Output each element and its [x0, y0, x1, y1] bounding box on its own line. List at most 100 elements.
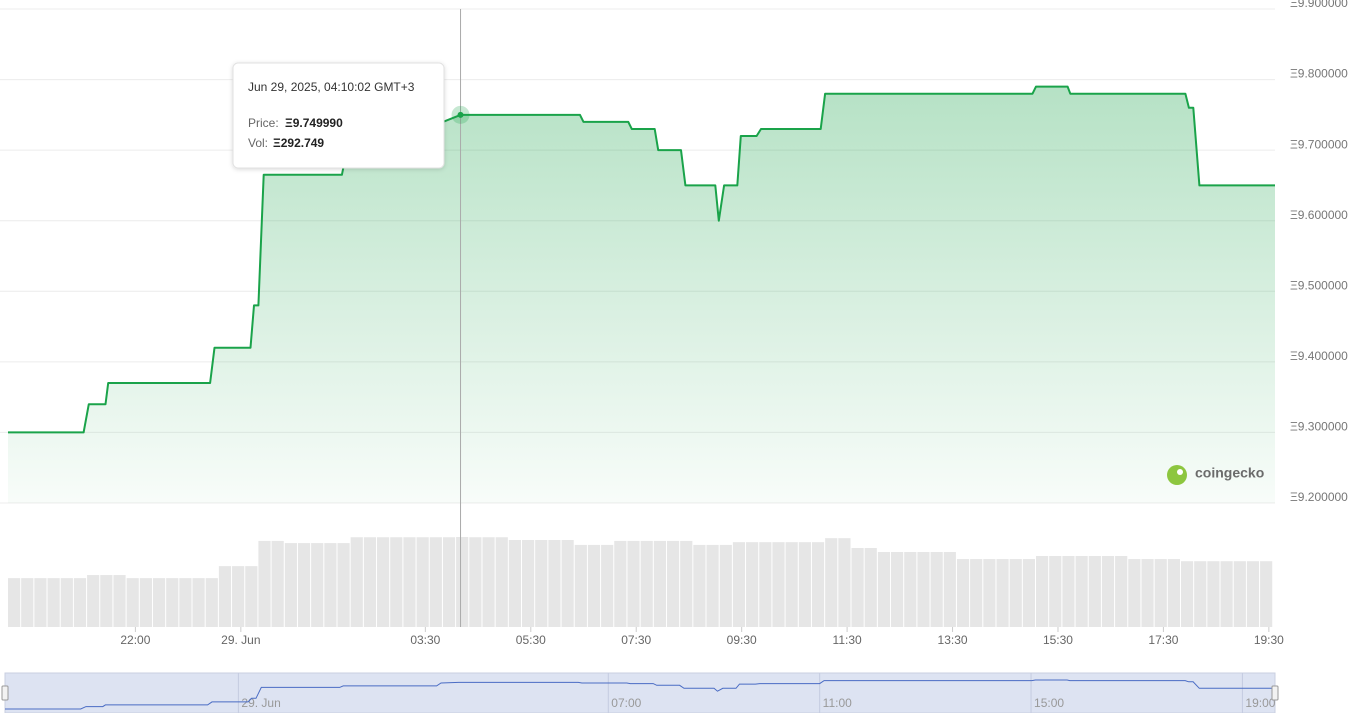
- volume-bar: [811, 542, 825, 627]
- x-tick-label: 17:30: [1148, 633, 1178, 647]
- volume-bar: [825, 538, 838, 627]
- navigator-label: 07:00: [611, 696, 641, 710]
- volume-bar: [429, 537, 442, 627]
- x-tick-label: 29. Jun: [221, 633, 260, 647]
- x-tick-label: 19:30: [1254, 633, 1284, 647]
- volume-bar: [166, 578, 179, 627]
- tooltip-price-label: Price:: [248, 116, 279, 130]
- x-tick-label: 07:30: [621, 633, 651, 647]
- volume-bar: [601, 544, 614, 627]
- y-tick-label: Ξ9.300000: [1290, 420, 1348, 434]
- y-tick-label: Ξ9.700000: [1290, 137, 1348, 151]
- volume-bar: [1101, 555, 1115, 627]
- volume-bar: [34, 578, 47, 627]
- volume-bar: [877, 551, 891, 627]
- x-tick-label: 11:30: [833, 633, 862, 647]
- volume-bar: [917, 551, 930, 627]
- y-tick-label: Ξ9.900000: [1290, 0, 1348, 10]
- volume-bar: [416, 537, 429, 627]
- volume-bar: [495, 537, 508, 627]
- volume-bar: [798, 542, 811, 627]
- volume-bar: [113, 575, 126, 627]
- volume-bar: [746, 542, 759, 627]
- volume-bar: [522, 539, 535, 627]
- volume-bar: [271, 540, 284, 627]
- volume-bar: [732, 542, 746, 627]
- tooltip-price: Ξ9.749990: [285, 116, 343, 130]
- volume-bar: [864, 547, 877, 627]
- volume-bar: [851, 547, 864, 627]
- axes: Ξ9.200000 Ξ9.300000 Ξ9.400000 Ξ9.500000 Ξ9.6…: [120, 0, 1348, 647]
- x-tick-label: 22:00: [120, 633, 150, 647]
- navigator-handle[interactable]: [1, 685, 9, 701]
- volume-bar: [152, 578, 166, 627]
- volume-bar: [627, 540, 640, 627]
- watermark-text: coingecko: [1195, 465, 1264, 481]
- volume-bar: [680, 540, 693, 627]
- volume-bar: [87, 575, 100, 627]
- volume-bar: [1154, 559, 1167, 627]
- logo-eye: [1177, 469, 1183, 475]
- navigator[interactable]: 29. Jun 07:00 11:00 15:00 19:00: [1, 672, 1279, 713]
- volume-bar: [970, 559, 983, 627]
- volume-bar: [1233, 561, 1246, 627]
- volume-bar: [574, 544, 587, 627]
- price-area: [8, 86, 1275, 503]
- y-tick-label: Ξ9.200000: [1290, 490, 1348, 504]
- volume-bar: [772, 542, 785, 627]
- volume-bar: [442, 537, 456, 627]
- volume-bar: [192, 578, 205, 627]
- volume-bar: [482, 537, 495, 627]
- navigator-label: 11:00: [823, 696, 852, 710]
- volume-bar: [258, 540, 271, 627]
- navigator-label: 19:00: [1245, 696, 1275, 710]
- watermark: coingecko: [1167, 465, 1264, 485]
- volume-bar: [1049, 555, 1062, 627]
- volume-bar: [1194, 561, 1207, 627]
- tooltip-vol: Ξ292.749: [273, 136, 324, 150]
- x-tick-label: 05:30: [516, 633, 546, 647]
- navigator-handle[interactable]: [1271, 685, 1279, 701]
- volume-bar: [1128, 559, 1141, 627]
- volume-bar: [706, 544, 719, 627]
- volume-bar: [47, 578, 60, 627]
- tooltip: Jun 29, 2025, 04:10:02 GMT+3 Price: Ξ9.7…: [232, 62, 445, 169]
- hover-point: [457, 111, 464, 118]
- volume-bar: [904, 551, 917, 627]
- y-tick-label: Ξ9.500000: [1290, 278, 1348, 292]
- tooltip-title: Jun 29, 2025, 04:10:02 GMT+3: [248, 80, 415, 94]
- volume-bar: [390, 537, 403, 627]
- navigator-label: 29. Jun: [241, 696, 280, 710]
- volume: [8, 537, 1273, 627]
- volume-bar: [232, 566, 245, 627]
- volume-bar: [311, 543, 324, 627]
- volume-bar: [1260, 561, 1273, 627]
- volume-bar: [1220, 561, 1233, 627]
- volume-bar: [1088, 555, 1101, 627]
- volume-bar: [205, 578, 218, 627]
- volume-bar: [996, 559, 1009, 627]
- volume-bar: [508, 539, 522, 627]
- x-tick-label: 15:30: [1043, 633, 1073, 647]
- navigator-line: [5, 679, 1275, 710]
- volume-bar: [1207, 561, 1220, 627]
- volume-bar: [284, 543, 297, 627]
- tooltip-box: [232, 62, 445, 169]
- volume-bar: [1009, 559, 1022, 627]
- x-tick-label: 13:30: [938, 633, 968, 647]
- volume-bar: [983, 559, 996, 627]
- volume-bar: [363, 537, 377, 627]
- volume-bar: [1141, 559, 1154, 627]
- volume-bar: [587, 544, 601, 627]
- volume-bar: [930, 551, 943, 627]
- volume-bar: [403, 537, 416, 627]
- volume-bar: [456, 537, 469, 627]
- volume-bar: [956, 559, 970, 627]
- volume-bar: [759, 542, 772, 627]
- volume-bar: [1115, 555, 1128, 627]
- volume-bar: [245, 566, 258, 627]
- volume-bar: [179, 578, 192, 627]
- volume-bar: [1062, 555, 1075, 627]
